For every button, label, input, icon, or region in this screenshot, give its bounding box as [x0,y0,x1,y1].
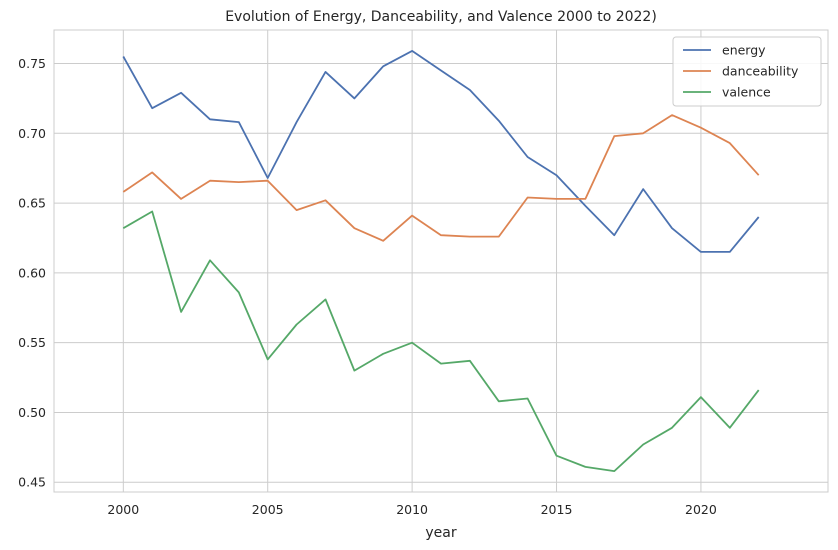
series-line-energy [122,50,760,253]
legend-label-valence: valence [722,85,771,100]
grid-lines [54,30,828,492]
x-axis-label: year [425,525,456,541]
plot-frame [53,29,829,493]
legend-label-danceability: danceability [722,64,799,79]
y-tick-label: 0.55 [18,335,46,350]
series-line-danceability [122,114,760,242]
y-tick-label: 0.50 [18,405,46,420]
x-tick-label: 2015 [541,502,573,517]
x-tick-label: 2010 [396,502,428,517]
y-tick-label: 0.60 [18,265,46,280]
y-tick-label: 0.70 [18,126,46,141]
axis-ticks: 2000 2005 2010 2015 2020 0.45 0.50 0.55 0.60 0.65… [18,56,717,517]
series-line-valence [122,210,760,473]
y-tick-label: 0.75 [18,56,46,71]
chart-title: Evolution of Energy, Danceability, and V… [225,9,657,25]
legend-label-energy: energy [722,43,766,58]
x-tick-label: 2005 [252,502,284,517]
series-lines [122,50,760,473]
y-tick-label: 0.65 [18,196,46,211]
legend-box [672,36,822,107]
legend: energy danceability valence [672,36,822,107]
x-tick-label: 2000 [107,502,139,517]
x-tick-label: 2020 [685,502,717,517]
y-tick-label: 0.45 [18,475,46,490]
